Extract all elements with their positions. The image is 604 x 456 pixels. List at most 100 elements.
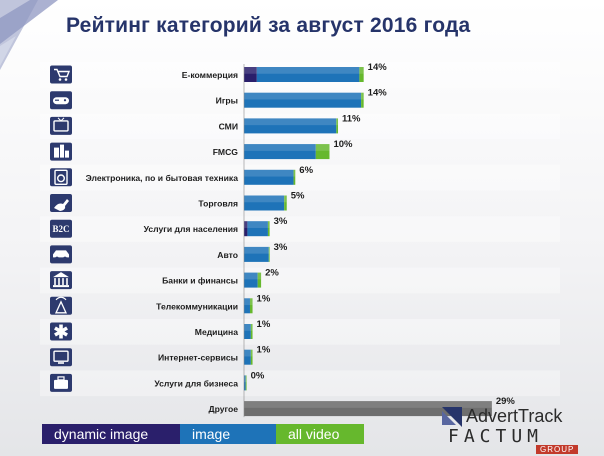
- value-label: 1%: [257, 319, 271, 330]
- bar-segment-image: [244, 118, 337, 134]
- medical-star-icon: [50, 322, 72, 341]
- category-label: Торговля: [198, 199, 238, 209]
- category-label: Интернет-сервисы: [158, 353, 238, 363]
- bar-gloss: [244, 349, 253, 357]
- car-icon: [50, 245, 72, 264]
- row-band: [40, 216, 560, 242]
- tv-icon: [50, 116, 72, 135]
- cart-icon: [50, 65, 72, 84]
- legend-all-video: all video: [276, 424, 364, 444]
- bar-segment-all-video: [336, 118, 339, 134]
- bar-segment-image: [244, 144, 316, 160]
- svg-text:B2C: B2C: [52, 224, 69, 234]
- briefcase-icon: [50, 373, 72, 392]
- value-label: 3%: [274, 242, 288, 253]
- bar-segment-image: [244, 195, 285, 211]
- category-label: Е-коммерция: [182, 70, 238, 80]
- bar-gloss: [244, 324, 253, 331]
- bar-gloss: [244, 375, 247, 383]
- monitor-icon: [50, 348, 72, 367]
- logo-group-text: GROUP: [536, 445, 579, 454]
- bar-gloss: [244, 195, 287, 203]
- b2c-icon: B2C: [50, 219, 72, 238]
- value-label: 11%: [342, 113, 361, 124]
- bar-segment-image: [244, 246, 269, 262]
- value-label: 5%: [291, 191, 305, 202]
- bar-segment-all-video: [293, 169, 296, 185]
- value-label: 10%: [333, 139, 353, 150]
- category-label: Другое: [208, 404, 238, 414]
- bank-icon: [50, 271, 72, 290]
- logo-factum-text: FACTUM: [448, 426, 544, 447]
- category-label: Услуги для населения: [144, 224, 238, 234]
- bar-segment-all-video: [245, 375, 247, 391]
- bar-segment-all-video: [359, 67, 364, 82]
- bar-segment-image: [244, 324, 251, 339]
- advert-track-factum-logo: AdvertTrack FACTUM GROUP: [442, 406, 592, 454]
- bar-gloss: [244, 401, 492, 408]
- value-label: 2%: [265, 268, 279, 279]
- antenna-icon: [50, 296, 72, 315]
- bar-gloss: [244, 118, 339, 126]
- category-label: Медицина: [195, 327, 238, 337]
- value-label: 14%: [368, 88, 388, 99]
- row-band: [40, 267, 560, 294]
- bar-segment-image: [244, 375, 246, 391]
- category-label: Игры: [216, 96, 238, 106]
- bar-segment-all-video: [268, 246, 270, 262]
- bar-segment-all-video: [257, 272, 262, 288]
- bar-segment-other: [244, 401, 492, 417]
- category-label: Авто: [217, 250, 238, 260]
- value-label: 29%: [496, 396, 516, 407]
- bar-gloss: [244, 298, 253, 306]
- value-label: 14%: [368, 62, 388, 73]
- category-label: Услуги для бизнеса: [154, 378, 238, 388]
- bar-segment-all-video: [361, 92, 364, 108]
- row-band: [40, 164, 560, 191]
- bar-segment-image: [244, 272, 258, 288]
- bar-segment-all-video: [315, 144, 330, 160]
- bar-segment-all-video: [284, 195, 287, 211]
- trading-hand-icon: [50, 194, 72, 212]
- value-label: 1%: [257, 345, 271, 356]
- row-band: [40, 370, 560, 397]
- fmcg-products-icon: [50, 142, 72, 161]
- bar-gloss: [244, 272, 262, 280]
- category-label: FMCG: [213, 147, 239, 157]
- bar-segment-image: [244, 92, 362, 108]
- bar-segment-image: [247, 221, 268, 237]
- category-label: СМИ: [219, 121, 238, 131]
- washing-machine-icon: [50, 168, 72, 187]
- bar-gloss: [244, 169, 296, 177]
- value-label: 6%: [299, 165, 313, 176]
- value-label: 3%: [274, 216, 288, 227]
- value-label: 0%: [251, 370, 265, 381]
- bar-segment-all-video: [250, 349, 253, 365]
- legend-dynamic-image: dynamic image: [42, 424, 180, 444]
- bar-segment-image: [244, 349, 251, 365]
- bar-segment-dynamic-image: [244, 221, 248, 237]
- bar-segment-image: [244, 298, 250, 314]
- value-label: 1%: [257, 293, 271, 304]
- legend-image: image: [180, 424, 276, 444]
- row-band: [40, 319, 560, 345]
- gamepad-icon: [50, 91, 72, 110]
- bar-gloss: [244, 92, 364, 100]
- bar-segment-all-video: [250, 324, 253, 339]
- bar-segment-all-video: [267, 221, 270, 237]
- bar-gloss: [244, 144, 330, 151]
- bar-segment-dynamic-image: [244, 67, 257, 82]
- page-title: Рейтинг категорий за август 2016 года: [66, 14, 471, 37]
- advert-track-logo-icon: [442, 406, 462, 427]
- bar-segment-image: [256, 67, 360, 82]
- bar-segment-image: [244, 169, 294, 185]
- category-label: Телекоммуникации: [156, 301, 238, 311]
- bar-gloss: [244, 67, 364, 74]
- bar-gloss: [244, 246, 270, 254]
- logo-advert-text: AdvertTrack: [466, 406, 563, 426]
- bar-gloss: [244, 221, 270, 228]
- bar-segment-all-video: [249, 298, 253, 314]
- chart-legend: dynamic image image all video: [42, 424, 364, 444]
- category-label: Банки и финансы: [162, 276, 238, 286]
